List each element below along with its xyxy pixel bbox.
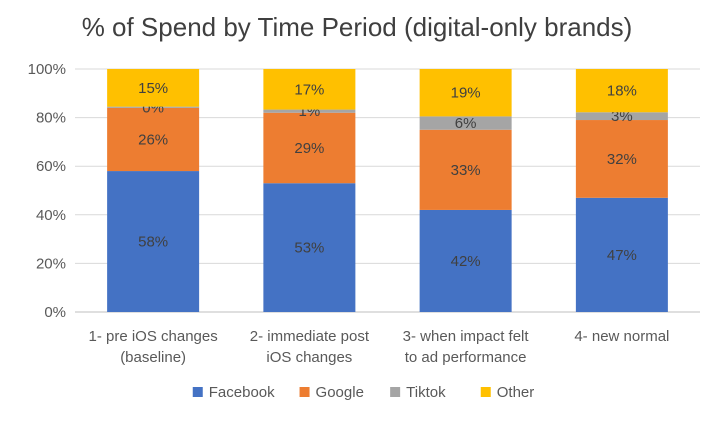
bar-segment <box>263 69 356 110</box>
data-label: 19% <box>451 85 481 102</box>
bar-segment <box>575 69 668 113</box>
data-label: 33% <box>451 162 481 179</box>
x-tick-label: to ad performance <box>405 349 527 366</box>
x-tick-label: 1- pre iOS changes <box>89 328 218 345</box>
y-tick-label: 20% <box>36 255 66 272</box>
chart-title: % of Spend by Time Period (digital-only … <box>81 12 633 42</box>
y-tick-label: 80% <box>36 110 66 127</box>
x-tick-label: 3- when impact felt <box>403 328 530 345</box>
bar-segment <box>263 183 356 312</box>
x-tick-label: 4- new normal <box>574 328 669 345</box>
bar-segment <box>107 69 200 107</box>
bar-segment <box>107 171 200 312</box>
legend-swatch <box>390 387 401 397</box>
data-label: 26% <box>138 131 168 148</box>
bar-segment <box>107 107 200 172</box>
bar-segment <box>263 109 356 113</box>
y-tick-label: 60% <box>36 158 66 175</box>
data-label: 3% <box>611 108 633 125</box>
bar-segment <box>263 112 356 184</box>
x-tick-label: iOS changes <box>266 349 352 366</box>
legend-label: Google <box>316 384 364 401</box>
bar-segment <box>419 69 512 117</box>
x-tick-label: (baseline) <box>120 349 186 366</box>
legend-label: Facebook <box>209 384 275 401</box>
legend-label: Other <box>497 384 535 401</box>
data-label: 42% <box>451 253 481 270</box>
y-tick-label: 40% <box>36 207 66 224</box>
y-tick-label: 0% <box>44 304 66 321</box>
data-label: 58% <box>138 234 168 251</box>
data-label: 6% <box>455 115 477 132</box>
data-label: 15% <box>138 80 168 97</box>
legend-swatch <box>299 387 310 397</box>
data-label: 53% <box>294 240 324 257</box>
data-label: 18% <box>607 83 637 100</box>
legend-swatch <box>480 387 491 397</box>
y-tick-label: 100% <box>28 61 66 78</box>
bar-segment <box>419 129 512 210</box>
data-label: 32% <box>607 151 637 168</box>
bar-segment <box>107 106 200 108</box>
data-label: 47% <box>607 247 637 264</box>
bar-segment <box>575 197 668 312</box>
legend-label: Tiktok <box>406 384 446 401</box>
bar-segment <box>575 112 668 121</box>
data-label: 29% <box>294 140 324 157</box>
bar-segment <box>575 120 668 198</box>
legend-swatch <box>192 387 203 397</box>
bar-segment <box>419 209 512 312</box>
bar-segment <box>419 116 512 130</box>
x-tick-label: 2- immediate post <box>250 328 370 345</box>
data-label: 17% <box>294 81 324 98</box>
